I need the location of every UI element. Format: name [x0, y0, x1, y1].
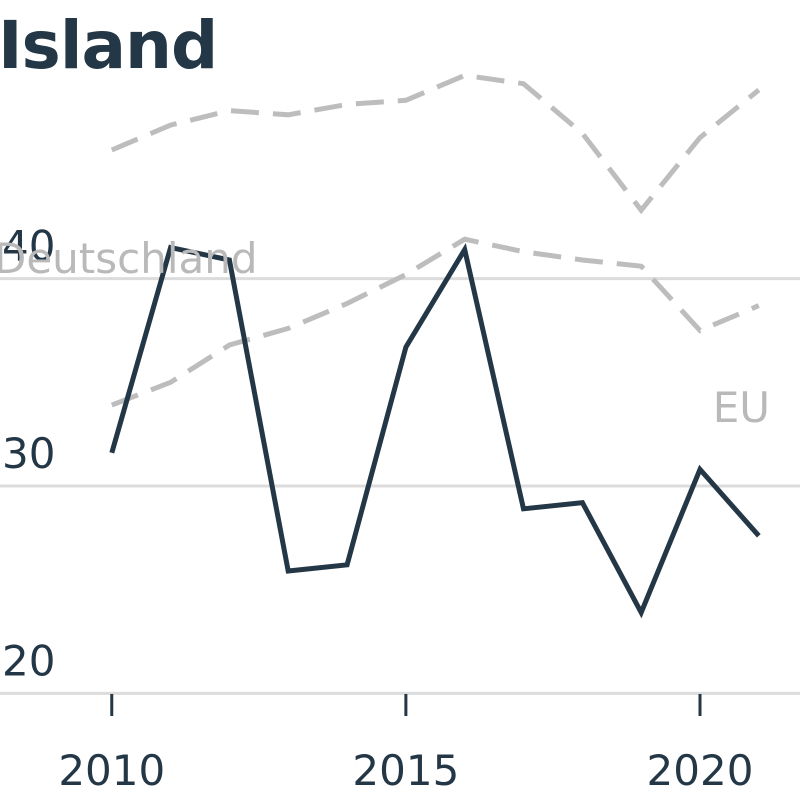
series-label-deutschland: Deutschland [0, 234, 258, 283]
y-tick-label: 40 [2, 222, 55, 271]
y-tick-label: 20 [2, 636, 55, 685]
series-line-deutschland [110, 72, 761, 215]
y-tick-label: 30 [2, 429, 55, 478]
chart-title: Island [0, 7, 218, 84]
x-tick-label: 2020 [647, 746, 754, 795]
x-tick-label: 2010 [58, 746, 165, 795]
series-label-eu: EU [713, 383, 770, 432]
x-tick-label: 2015 [352, 746, 459, 795]
series-line-eu [110, 236, 760, 408]
series-line-island [109, 242, 761, 619]
